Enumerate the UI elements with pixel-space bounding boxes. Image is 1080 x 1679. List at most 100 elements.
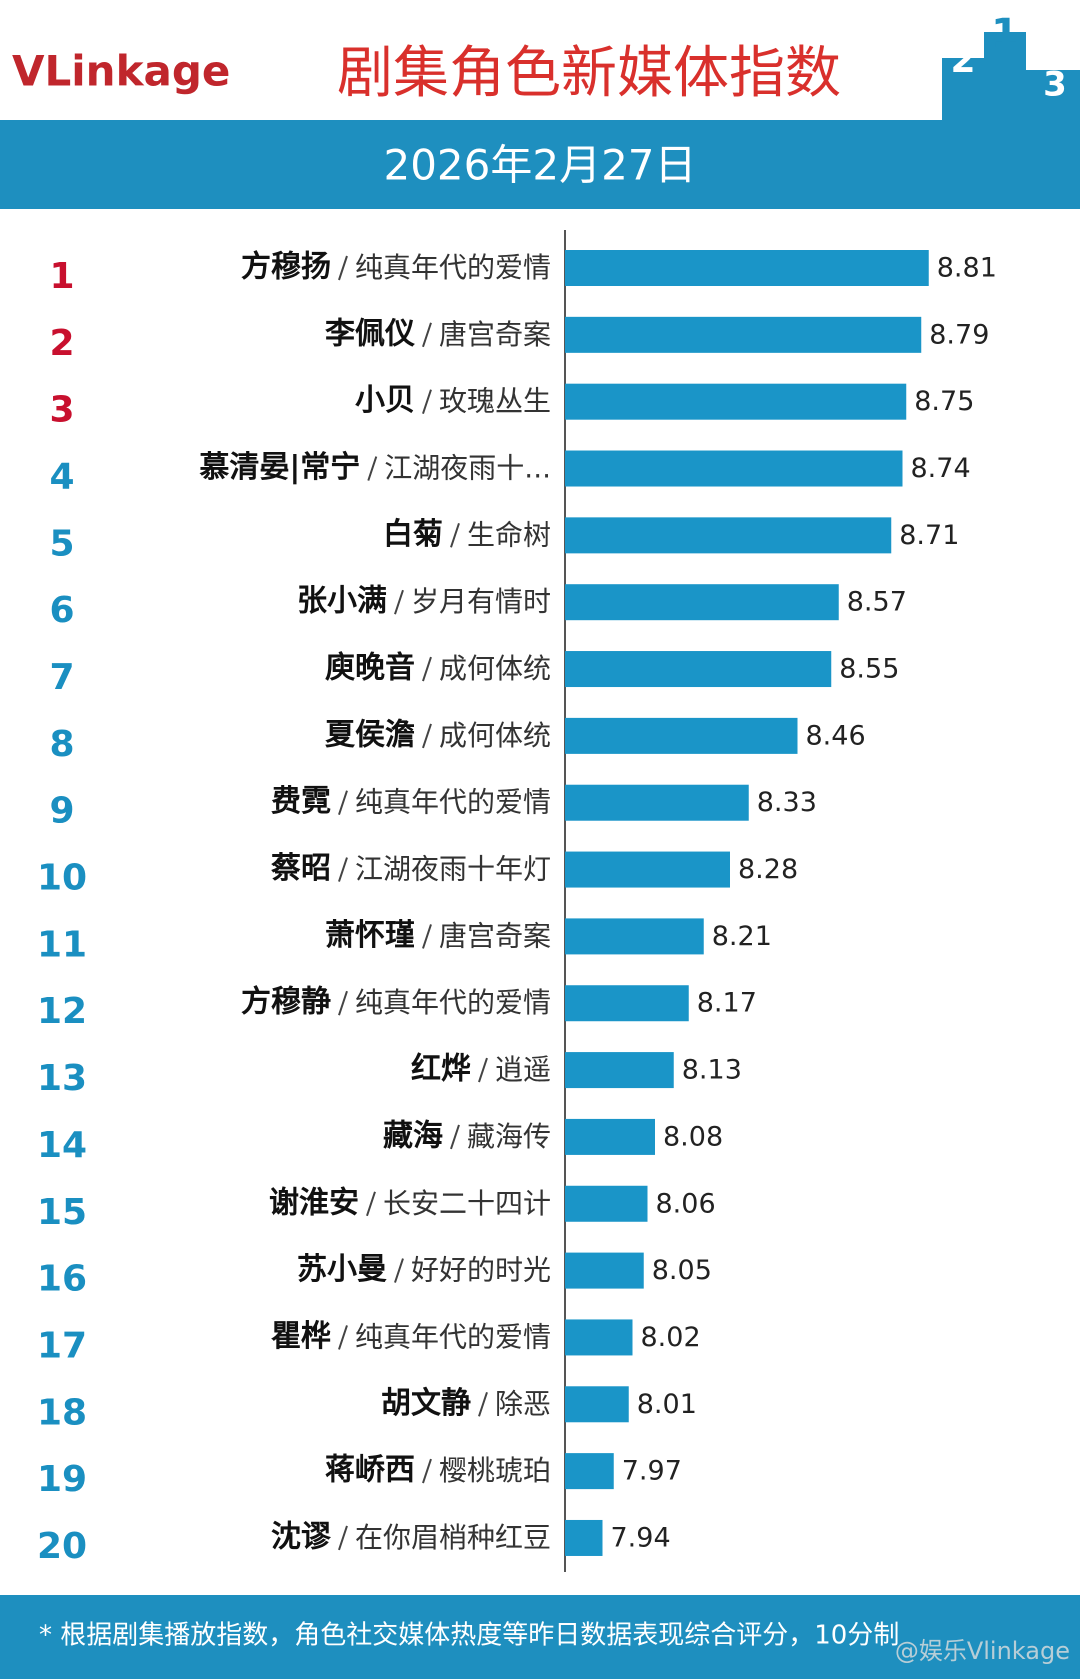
bar (565, 985, 689, 1022)
rank: 20 (37, 1526, 87, 1567)
y-tick-label: 费霓 (271, 784, 331, 819)
date-band (0, 120, 1080, 209)
chart-subtitle: 2026年2月27日 (383, 141, 696, 190)
bar (565, 383, 907, 420)
drama-label: 在你眉梢种红豆 (355, 1521, 551, 1554)
drama-label: 纯真年代的爱情 (355, 251, 551, 284)
drama-label: 生命树 (467, 518, 551, 551)
drama-label: 唐宫奇案 (439, 919, 551, 952)
podium-icon: 2 1 3 (942, 11, 1080, 120)
drama-label: 藏海传 (467, 1120, 551, 1153)
value-label: 8.74 (911, 453, 971, 484)
rank: 7 (49, 657, 74, 698)
rank: 15 (37, 1192, 87, 1233)
value-label: 8.75 (914, 386, 974, 417)
drama-label: 玫瑰丛生 (439, 385, 551, 418)
y-tick-label: 蒋峤西 (325, 1453, 415, 1488)
separator (478, 1391, 488, 1417)
chart-title: 剧集角色新媒体指数 (337, 41, 841, 106)
rank: 1 (49, 256, 74, 297)
y-tick-label: 萧怀瑾 (325, 918, 415, 953)
separator (338, 857, 348, 882)
bar (565, 250, 929, 286)
bar (565, 316, 922, 353)
drama-label: 唐宫奇案 (439, 318, 551, 351)
rank: 9 (49, 791, 74, 832)
rank: 6 (49, 590, 74, 631)
logo: VLinkage (12, 47, 230, 96)
svg-text:3: 3 (1043, 65, 1067, 105)
bar (565, 1185, 648, 1222)
footer-band (0, 1595, 1080, 1679)
separator (422, 924, 432, 949)
bar (565, 784, 749, 821)
bar (565, 717, 798, 754)
footnote: * 根据剧集播放指数，角色社交媒体热度等昨日数据表现综合评分，10分制 (39, 1621, 899, 1651)
y-tick-label: 胡文静 (381, 1386, 471, 1421)
value-label: 7.97 (622, 1456, 682, 1487)
value-label: 8.81 (937, 253, 997, 284)
drama-label: 好好的时光 (411, 1254, 551, 1287)
rank: 17 (37, 1325, 87, 1366)
separator (366, 1191, 376, 1217)
rank: 3 (49, 390, 74, 431)
y-tick-label: 李佩仪 (325, 316, 415, 351)
bar (565, 1319, 633, 1356)
rank: 10 (37, 858, 87, 899)
value-label: 8.05 (652, 1255, 712, 1286)
svg-text:1: 1 (991, 11, 1019, 57)
bar (565, 517, 892, 554)
value-label: 8.57 (847, 587, 907, 618)
rank: 18 (37, 1392, 87, 1433)
y-tick-label: 庾晚音 (325, 651, 415, 686)
drama-label: 除恶 (495, 1387, 551, 1420)
value-label: 8.33 (757, 787, 817, 818)
value-label: 8.02 (641, 1322, 701, 1353)
value-label: 8.55 (839, 654, 899, 685)
rank: 19 (37, 1459, 87, 1500)
drama-label: 长安二十四计 (383, 1187, 551, 1220)
drama-label: 樱桃琥珀 (439, 1454, 551, 1487)
y-tick-label: 小贝 (355, 383, 415, 418)
bar (565, 1052, 674, 1089)
separator (422, 723, 432, 749)
y-tick-label: 张小满 (297, 584, 387, 619)
separator (394, 589, 404, 615)
value-label: 8.17 (697, 988, 757, 1019)
drama-label: 纯真年代的爱情 (355, 986, 551, 1019)
y-tick-label: 苏小曼 (297, 1252, 387, 1287)
separator (450, 523, 460, 548)
rank: 8 (49, 724, 74, 765)
drama-label: 逍遥 (495, 1053, 551, 1086)
drama-label: 江湖夜雨十... (384, 452, 551, 485)
drama-label: 成何体统 (439, 719, 551, 752)
y-tick-label: 慕清晏|常宁 (199, 450, 360, 485)
svg-text:2: 2 (950, 40, 975, 81)
value-label: 8.13 (682, 1055, 742, 1086)
rank: 14 (37, 1125, 87, 1166)
value-label: 8.71 (899, 520, 959, 551)
rank: 4 (49, 457, 74, 498)
bar (565, 584, 839, 621)
bar (565, 450, 903, 487)
y-tick-label: 蔡昭 (271, 851, 331, 886)
value-label: 7.94 (611, 1522, 671, 1553)
separator (422, 389, 432, 414)
rank: 12 (37, 991, 87, 1032)
rank: 11 (37, 924, 87, 965)
y-tick-label: 谢淮安 (269, 1185, 359, 1220)
separator (338, 1525, 348, 1551)
y-tick-label: 红烨 (411, 1052, 471, 1087)
value-label: 8.21 (712, 921, 772, 952)
separator (338, 790, 348, 816)
y-tick-label: 沈谬 (271, 1519, 332, 1554)
value-label: 8.01 (637, 1389, 697, 1420)
y-tick-label: 藏海 (383, 1118, 443, 1153)
drama-label: 纯真年代的爱情 (355, 1320, 551, 1353)
y-tick-label: 白菊 (383, 517, 443, 552)
separator (338, 1325, 348, 1350)
separator (338, 990, 348, 1016)
value-label: 8.08 (663, 1121, 723, 1152)
bar (565, 1519, 603, 1556)
